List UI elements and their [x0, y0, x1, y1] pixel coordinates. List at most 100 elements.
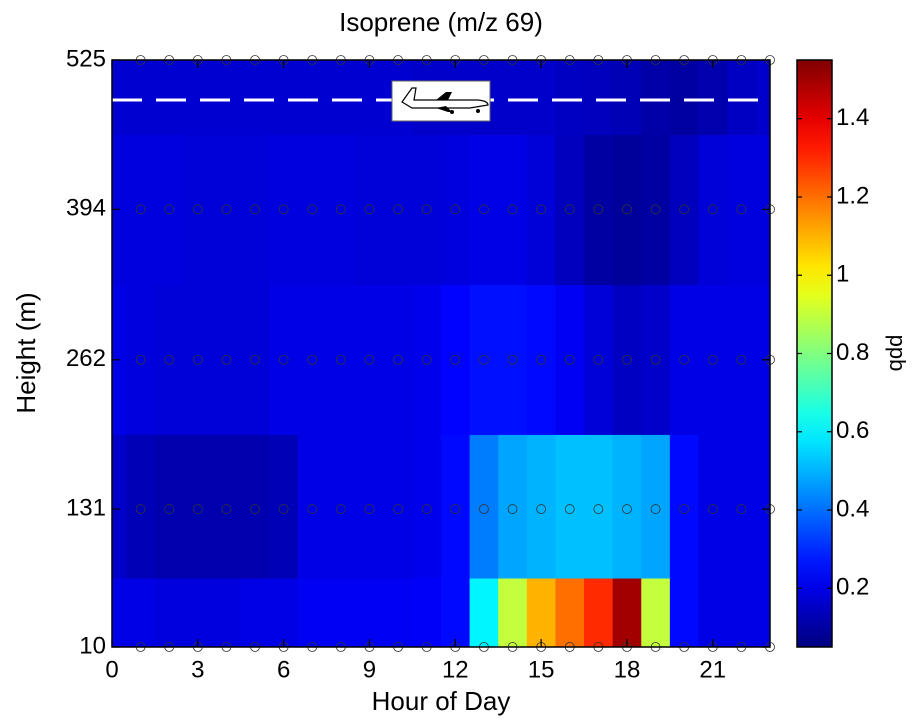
colorbar-tick-label: 0.6	[836, 417, 869, 444]
heatmap-cell	[269, 284, 299, 435]
heatmap-cell	[641, 284, 671, 435]
sample-marker	[679, 204, 690, 215]
y-tick-label: 10	[79, 632, 106, 659]
heatmap-cell	[669, 60, 699, 136]
heatmap-cell	[727, 284, 757, 435]
heatmap-cell	[212, 434, 242, 579]
sample-marker	[221, 204, 232, 215]
heatmap-cell	[183, 434, 213, 579]
heatmap-cell	[727, 578, 757, 648]
heatmap-cell	[183, 134, 213, 286]
heatmap-cell	[641, 578, 671, 648]
sample-marker	[307, 204, 318, 215]
sample-marker	[479, 354, 489, 365]
heatmap-cell	[641, 434, 671, 579]
sample-marker	[479, 504, 489, 514]
heatmap-cell	[498, 434, 528, 579]
sample-marker	[335, 504, 346, 514]
heatmap-cell	[555, 578, 585, 648]
heatmap-cell	[755, 434, 771, 579]
heatmap-cell	[355, 284, 385, 435]
heatmap-cell	[412, 434, 442, 579]
heatmap-cell	[526, 578, 556, 648]
heatmap-cell	[698, 578, 728, 648]
sample-marker	[450, 354, 461, 365]
sample-marker	[564, 354, 575, 365]
heatmap-cell	[469, 134, 499, 286]
sample-marker	[479, 204, 489, 215]
sample-marker	[450, 204, 461, 215]
heatmap-cell	[612, 578, 642, 648]
sample-marker	[593, 504, 604, 514]
heatmap-cell	[526, 434, 556, 579]
heatmap-cell	[126, 284, 156, 435]
sample-marker	[679, 354, 690, 365]
heatmap-cell	[755, 578, 771, 648]
sample-marker	[135, 354, 146, 365]
heatmap-cell	[641, 134, 671, 286]
colorbar-tick-label: 0.4	[836, 495, 869, 522]
heatmap-cell	[612, 434, 642, 579]
heatmap-cell	[355, 434, 385, 579]
sample-marker	[335, 204, 346, 215]
x-tick-label: 18	[614, 656, 641, 683]
heatmap-cell	[469, 284, 499, 435]
heatmap-cell	[112, 578, 127, 648]
sample-marker	[393, 504, 403, 514]
heatmap-cell	[669, 434, 699, 579]
sample-marker	[736, 504, 747, 514]
sample-marker	[250, 204, 260, 215]
heatmap-cell	[297, 578, 328, 648]
heatmap-cell	[126, 134, 156, 286]
heatmap-cell	[526, 284, 556, 435]
heatmap-cell	[297, 60, 328, 136]
sample-marker	[622, 204, 632, 215]
sample-marker	[278, 204, 289, 215]
heatmap-cell	[297, 284, 328, 435]
sample-marker	[707, 504, 718, 514]
heatmap-cell	[612, 284, 642, 435]
y-tick-label: 394	[66, 195, 106, 222]
sample-marker	[393, 204, 403, 215]
sample-marker	[221, 504, 232, 514]
heatmap-cell	[441, 434, 471, 579]
heatmap-cell	[154, 284, 185, 435]
heatmap-cell	[612, 60, 642, 136]
aircraft-icon	[391, 80, 491, 122]
colorbar-tick-label: 0.2	[836, 574, 869, 601]
sample-marker	[250, 354, 260, 365]
sample-marker	[564, 204, 575, 215]
heatmap-cell	[240, 134, 270, 286]
heatmap-cell	[441, 284, 471, 435]
sample-marker	[221, 354, 232, 365]
heatmap-cell	[584, 60, 614, 136]
heatmap-cell	[183, 284, 213, 435]
sample-marker	[421, 204, 432, 215]
heatmap-cell	[584, 578, 614, 648]
heatmap-cell	[269, 578, 299, 648]
x-tick-label: 3	[191, 656, 204, 683]
heatmap-cell	[112, 434, 127, 579]
heatmap-cell	[584, 284, 614, 435]
heatmap-cell	[326, 578, 356, 648]
sample-marker	[507, 354, 518, 365]
heatmap-cell	[526, 60, 556, 136]
sample-marker	[707, 354, 718, 365]
heatmap-cell	[112, 60, 127, 136]
heatmap-cell	[269, 134, 299, 286]
heatmap-cell	[412, 578, 442, 648]
heatmap-cell	[326, 134, 356, 286]
sample-marker	[192, 354, 203, 365]
sample-marker	[364, 354, 375, 365]
heatmap-cell	[469, 434, 499, 579]
heatmap-cell	[212, 578, 242, 648]
sample-marker	[307, 354, 318, 365]
heatmap-cell	[212, 134, 242, 286]
heatmap-cell	[555, 284, 585, 435]
x-tick-label: 15	[528, 656, 555, 683]
heatmap-cell	[383, 434, 413, 579]
heatmap-cell	[269, 434, 299, 579]
sample-marker	[421, 354, 432, 365]
colorbar-tick-label: 1.4	[836, 104, 869, 131]
heatmap-cell	[355, 134, 385, 286]
